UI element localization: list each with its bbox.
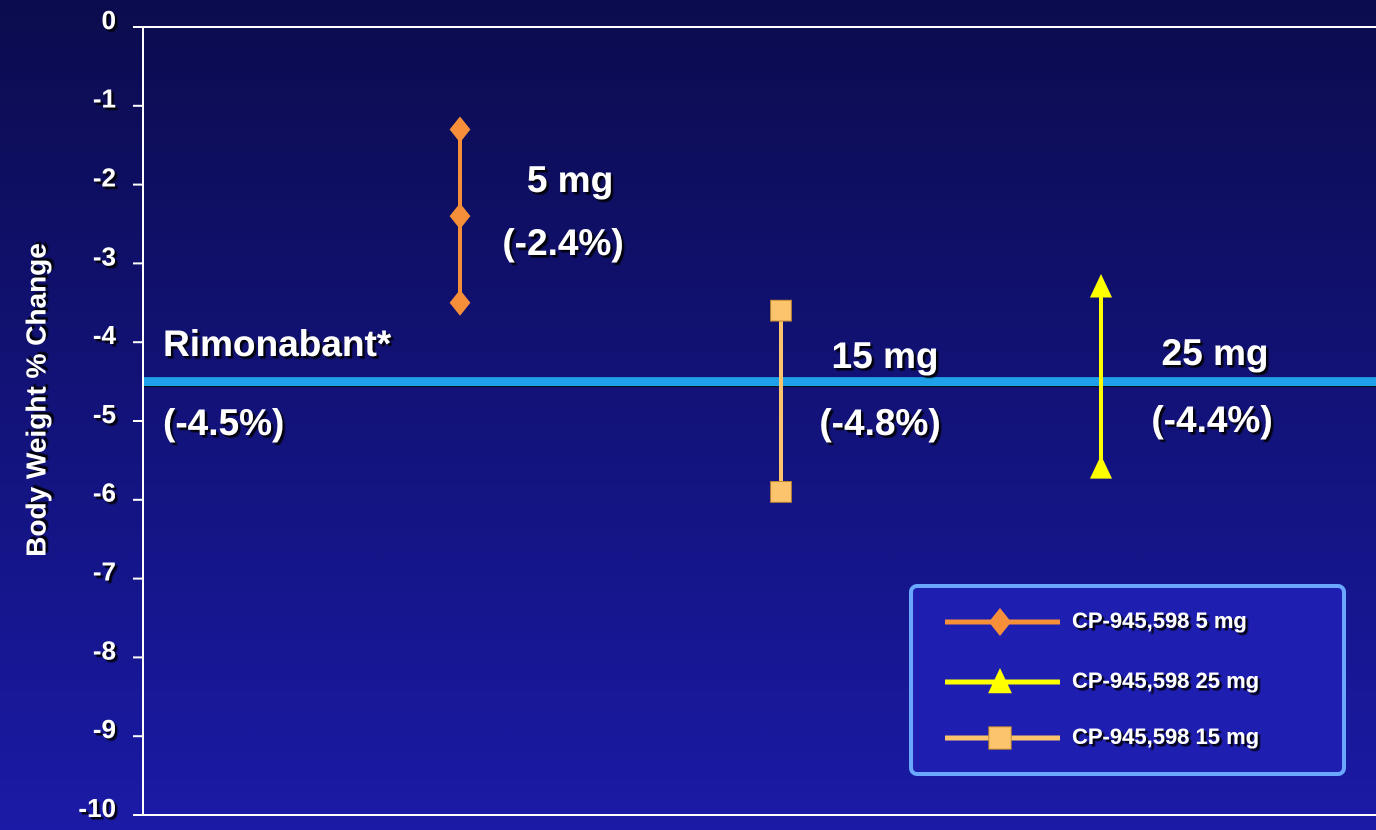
y-tick-label: -7 <box>93 556 116 586</box>
reference-label: (-4.5%) <box>163 402 284 443</box>
dose-label: 15 mg <box>832 335 939 376</box>
legend-box <box>909 584 1346 776</box>
y-tick-label: -3 <box>93 241 116 271</box>
diamond-marker <box>449 116 471 143</box>
y-tick-label: -9 <box>93 714 116 744</box>
square-marker <box>770 299 792 322</box>
y-axis-label: Body Weight % Change <box>20 243 51 557</box>
dose-label: 25 mg <box>1162 332 1269 373</box>
mean-label: (-4.4%) <box>1151 399 1272 440</box>
y-tick-label: -6 <box>93 478 116 508</box>
diamond-marker <box>449 203 471 230</box>
y-tick-label: -8 <box>93 635 116 665</box>
y-tick-label: -4 <box>93 320 117 350</box>
mean-label: (-2.4%) <box>502 222 623 263</box>
dose-label: 5 mg <box>527 159 613 200</box>
diamond-marker <box>988 608 1012 636</box>
y-tick-label: -2 <box>93 162 116 192</box>
legend-label: CP-945,598 25 mg <box>1072 668 1259 693</box>
y-tick-label: -5 <box>93 399 116 429</box>
y-tick-label: 0 <box>102 5 116 35</box>
square-marker <box>770 481 792 503</box>
triangle-marker <box>1089 274 1113 298</box>
legend-label: CP-945,598 15 mg <box>1072 724 1259 749</box>
reference-name: Rimonabant* <box>163 323 392 364</box>
y-tick-label: -1 <box>93 84 116 114</box>
mean-label: (-4.8%) <box>819 402 940 443</box>
square-marker <box>988 726 1012 750</box>
y-tick-label: -10 <box>78 793 116 823</box>
triangle-marker <box>988 668 1012 694</box>
legend-label: CP-945,598 5 mg <box>1072 608 1247 633</box>
diamond-marker <box>449 289 471 316</box>
triangle-marker <box>1089 455 1113 479</box>
